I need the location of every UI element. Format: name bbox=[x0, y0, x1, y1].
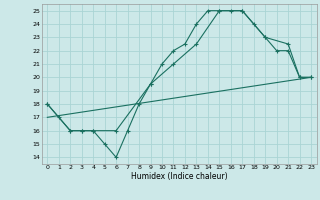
X-axis label: Humidex (Indice chaleur): Humidex (Indice chaleur) bbox=[131, 172, 228, 181]
